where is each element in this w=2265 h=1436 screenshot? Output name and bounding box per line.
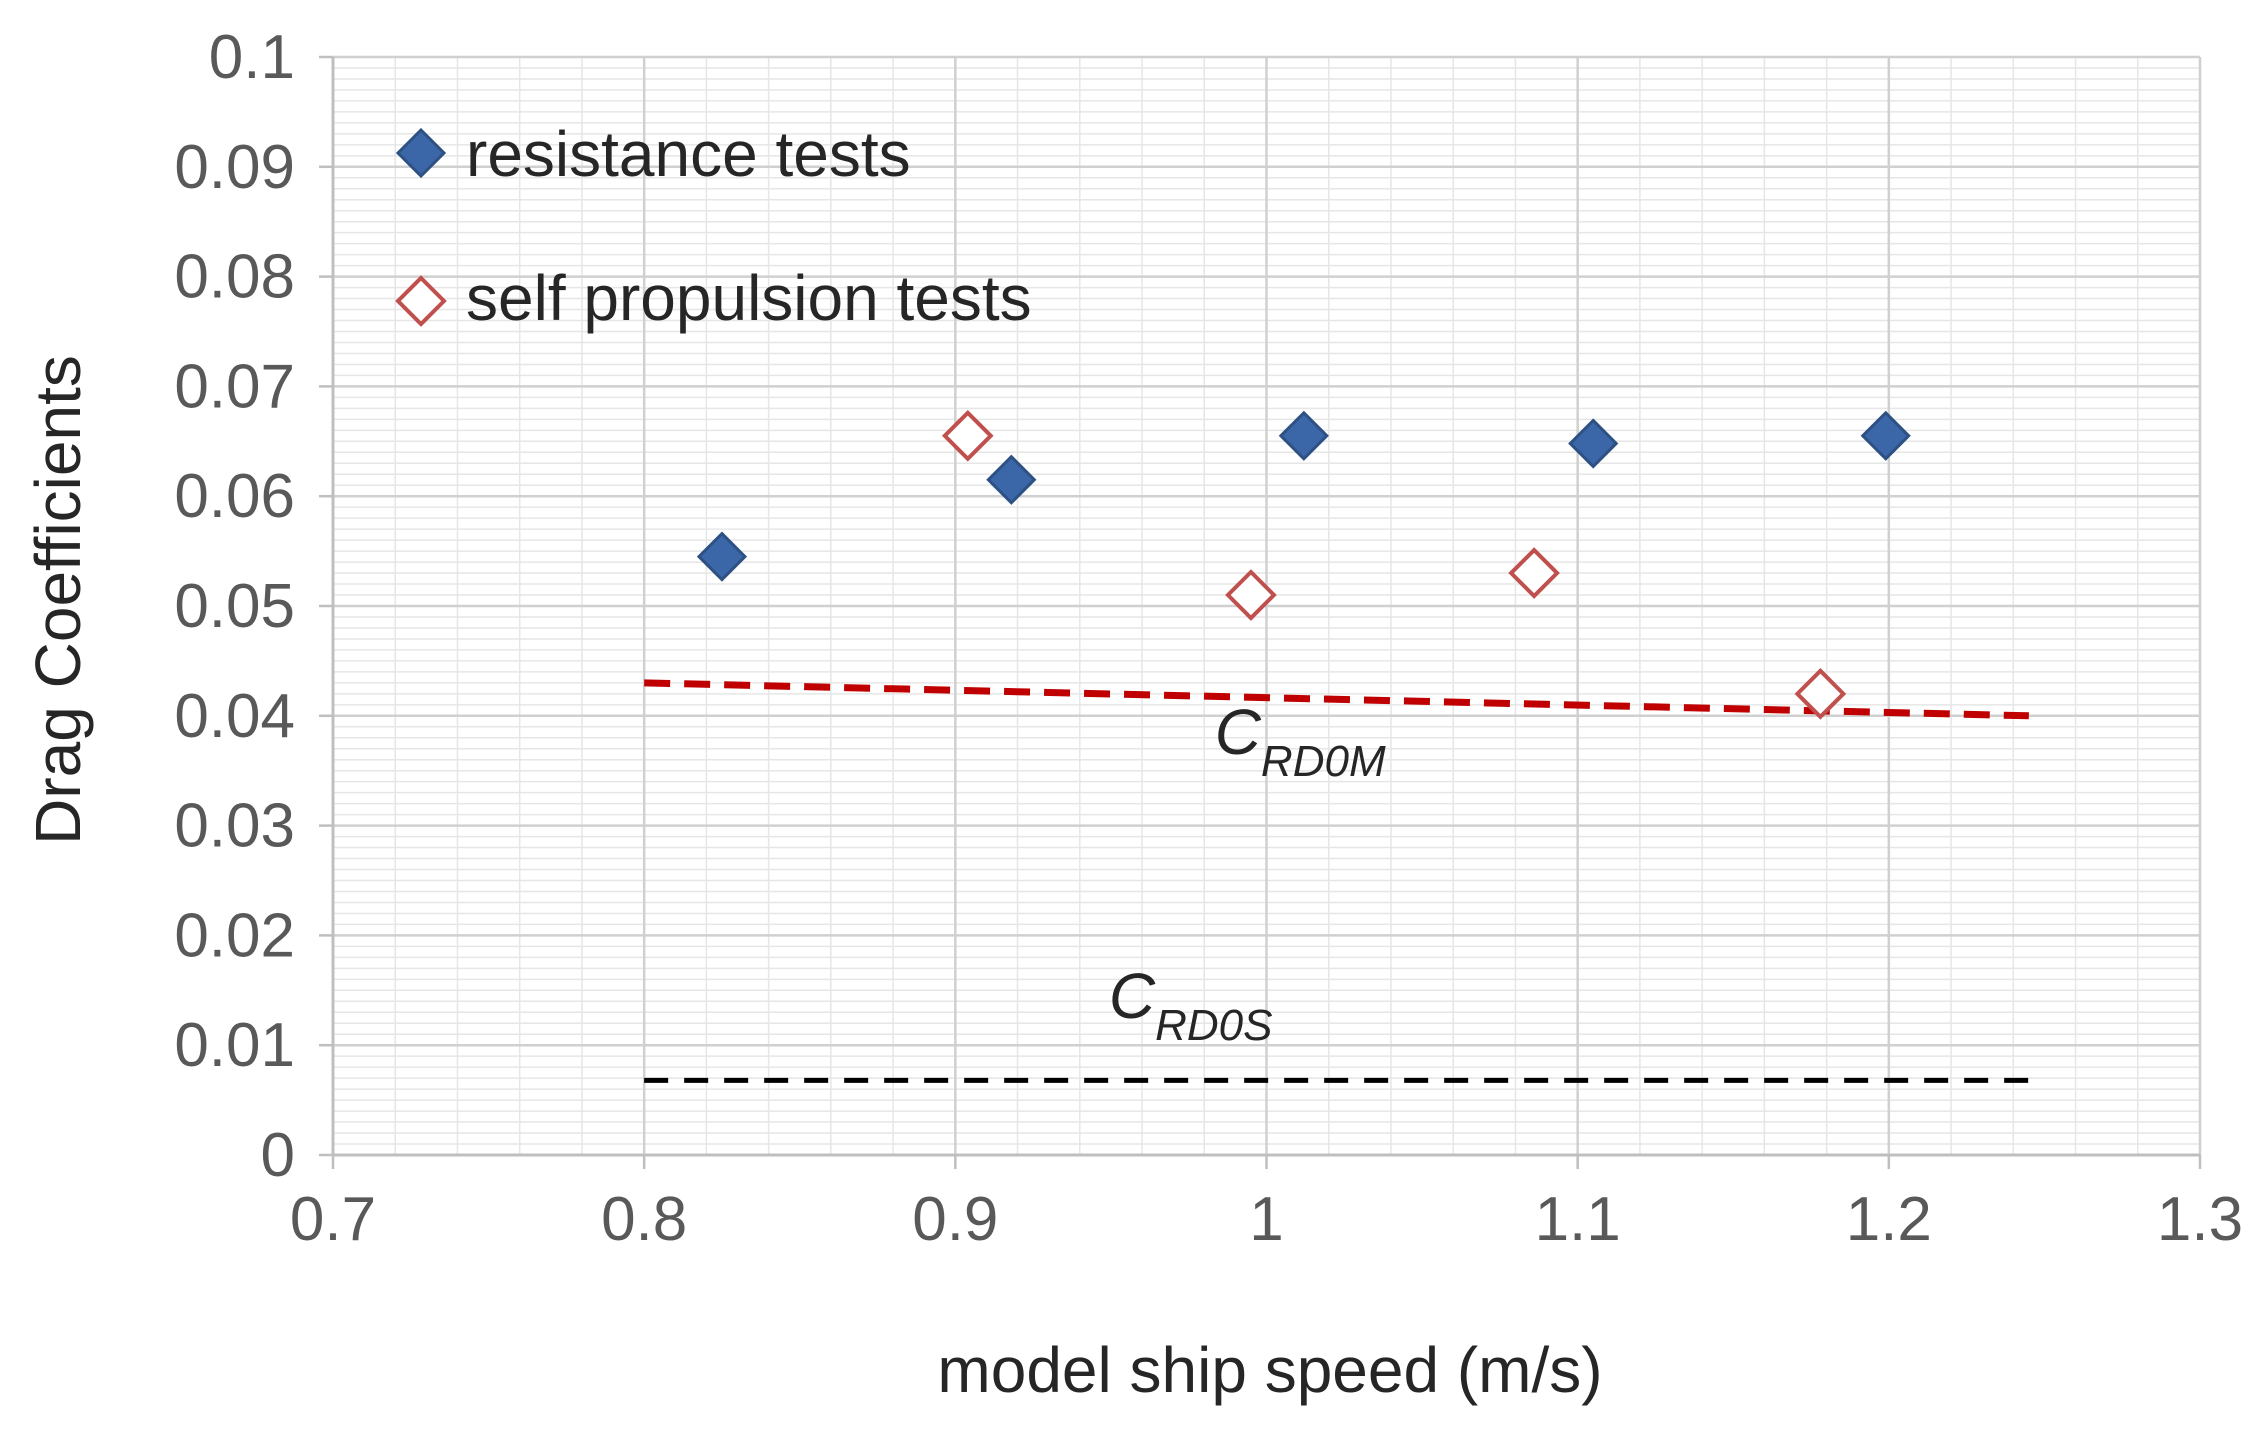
data-markers <box>696 409 1911 720</box>
x-tick-label: 0.9 <box>912 1185 998 1254</box>
crd0s-base: C <box>1109 960 1156 1032</box>
resistance-point-4 <box>1568 418 1619 469</box>
tick-labels: 0 0.01 0.02 0.03 0.04 0.05 0.06 0.07 0.08 0.09 0.1… <box>174 23 2243 1254</box>
y-tick-label: 0.08 <box>174 243 295 312</box>
y-tick-label: 0 <box>261 1121 295 1190</box>
x-tick-label: 1.3 <box>2157 1185 2243 1254</box>
y-tick-label: 0.05 <box>174 572 295 641</box>
self-propulsion-point-4 <box>1794 668 1847 720</box>
self-propulsion-point-1 <box>941 409 994 462</box>
resistance-point-2 <box>986 454 1037 505</box>
y-tick-label: 0.07 <box>174 352 295 421</box>
legend-label-resistance: resistance tests <box>466 118 911 190</box>
crd0s-sub: RD0S <box>1155 1001 1272 1050</box>
resistance-point-3 <box>1278 410 1329 461</box>
legend-marker-resistance <box>395 127 447 179</box>
axes <box>319 55 2202 1169</box>
self-propulsion-point-3 <box>1508 547 1560 599</box>
crd0m-base: C <box>1215 696 1262 768</box>
x-tick-label: 1.1 <box>1535 1185 1621 1254</box>
y-axis-title: Drag Coefficients <box>22 355 94 845</box>
y-tick-label: 0.03 <box>174 792 295 861</box>
resistance-point-5 <box>1860 410 1911 461</box>
y-tick-label: 0.1 <box>209 23 295 92</box>
y-tick-label: 0.04 <box>174 682 295 751</box>
legend-marker-self-propulsion <box>395 275 447 327</box>
crd0m-label: CRD0M <box>1215 696 1386 786</box>
self-propulsion-point-2 <box>1225 569 1277 621</box>
x-axis-title: model ship speed (m/s) <box>937 1334 1602 1406</box>
reference-lines <box>644 679 2029 1083</box>
x-tick-label: 0.8 <box>601 1185 687 1254</box>
crd0m-sub: RD0M <box>1261 737 1386 786</box>
crd0s-label: CRD0S <box>1109 960 1273 1050</box>
x-tick-label: 1.2 <box>1846 1185 1932 1254</box>
y-tick-label: 0.06 <box>174 462 295 531</box>
y-tick-label: 0.01 <box>174 1011 295 1080</box>
reference-line-crd0m <box>644 679 2029 720</box>
resistance-point-1 <box>696 531 748 582</box>
x-tick-label: 0.7 <box>290 1185 376 1254</box>
y-tick-label: 0.02 <box>174 901 295 970</box>
legend: resistance tests self propulsion tests <box>395 118 1032 334</box>
y-tick-label: 0.09 <box>174 133 295 202</box>
legend-label-self-propulsion: self propulsion tests <box>466 262 1032 334</box>
x-tick-label: 1 <box>1249 1185 1283 1254</box>
major-gridlines <box>333 55 2202 1155</box>
